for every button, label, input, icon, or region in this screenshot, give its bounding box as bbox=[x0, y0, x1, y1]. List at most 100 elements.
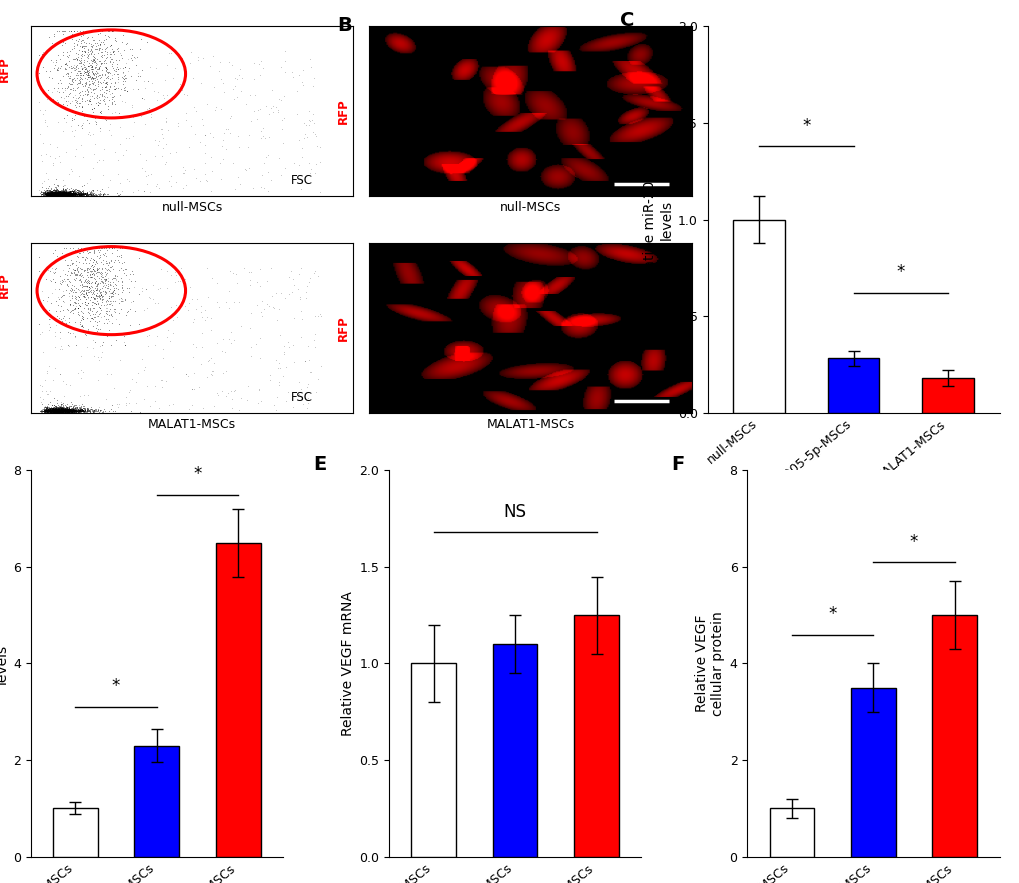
Point bbox=[49, 186, 65, 200]
Point bbox=[50, 404, 66, 419]
Point bbox=[102, 39, 118, 53]
Point bbox=[51, 187, 67, 201]
Point bbox=[55, 403, 71, 417]
Point bbox=[58, 404, 74, 418]
Point bbox=[49, 404, 65, 419]
Point bbox=[52, 403, 68, 417]
Point bbox=[53, 185, 69, 200]
Point bbox=[54, 186, 70, 200]
Point bbox=[50, 402, 66, 416]
Point bbox=[53, 403, 69, 417]
Point bbox=[54, 187, 70, 201]
Point bbox=[58, 404, 74, 418]
Point bbox=[59, 402, 75, 416]
Point bbox=[53, 404, 69, 418]
Point bbox=[54, 404, 70, 418]
Point bbox=[309, 308, 325, 322]
Point bbox=[46, 404, 62, 419]
Point bbox=[200, 290, 216, 304]
Point bbox=[75, 68, 92, 82]
Point bbox=[44, 404, 60, 418]
Point bbox=[60, 187, 76, 201]
Point bbox=[48, 186, 64, 200]
Point bbox=[204, 368, 220, 382]
Point bbox=[50, 186, 66, 200]
Point bbox=[61, 404, 77, 418]
Point bbox=[59, 186, 75, 200]
Point bbox=[53, 188, 69, 202]
Point bbox=[149, 93, 165, 107]
Point bbox=[75, 399, 92, 413]
Point bbox=[47, 404, 63, 418]
Point bbox=[58, 404, 74, 418]
Point bbox=[45, 403, 61, 417]
Point bbox=[46, 188, 62, 202]
Point bbox=[50, 404, 66, 419]
Point bbox=[57, 402, 73, 416]
Point bbox=[42, 404, 58, 419]
Point bbox=[50, 403, 66, 417]
Point bbox=[34, 187, 50, 201]
Point bbox=[205, 80, 221, 94]
Point bbox=[87, 281, 103, 295]
Point bbox=[46, 187, 62, 201]
Point bbox=[43, 187, 59, 201]
Point bbox=[76, 187, 93, 201]
Point bbox=[78, 186, 95, 200]
Point bbox=[49, 402, 65, 416]
Point bbox=[38, 403, 54, 417]
Point bbox=[202, 351, 218, 365]
Point bbox=[50, 187, 66, 201]
Point bbox=[53, 186, 69, 200]
Point bbox=[70, 186, 87, 200]
Point bbox=[76, 404, 93, 419]
Point bbox=[62, 402, 78, 416]
Point bbox=[47, 404, 63, 419]
Point bbox=[56, 404, 72, 419]
Point bbox=[66, 268, 83, 283]
Point bbox=[41, 404, 57, 419]
Point bbox=[125, 185, 142, 200]
Point bbox=[71, 403, 88, 417]
Point bbox=[47, 403, 63, 417]
Point bbox=[56, 185, 72, 200]
Point bbox=[45, 403, 61, 417]
Point bbox=[44, 185, 60, 199]
Point bbox=[54, 186, 70, 200]
Point bbox=[65, 404, 82, 418]
Point bbox=[56, 404, 72, 419]
Point bbox=[77, 65, 94, 79]
Point bbox=[52, 404, 68, 418]
Point bbox=[39, 404, 55, 419]
Point bbox=[54, 404, 70, 418]
Point bbox=[73, 268, 90, 282]
Point bbox=[46, 401, 62, 415]
Point bbox=[123, 373, 140, 387]
Point bbox=[89, 42, 105, 56]
Point bbox=[47, 186, 63, 200]
Point bbox=[40, 402, 56, 416]
Point bbox=[34, 404, 50, 419]
Point bbox=[59, 404, 75, 418]
Point bbox=[45, 184, 61, 198]
Point bbox=[45, 403, 61, 417]
Point bbox=[50, 187, 66, 201]
Point bbox=[43, 187, 59, 201]
Point bbox=[66, 401, 83, 415]
Point bbox=[39, 404, 55, 418]
Point bbox=[76, 404, 93, 418]
Point bbox=[49, 187, 65, 201]
Point bbox=[76, 44, 93, 58]
Point bbox=[117, 79, 133, 94]
Point bbox=[46, 404, 62, 419]
Point bbox=[52, 404, 68, 419]
Point bbox=[54, 187, 70, 201]
Point bbox=[46, 184, 62, 198]
Point bbox=[49, 396, 65, 411]
Point bbox=[118, 390, 135, 404]
Point bbox=[41, 404, 57, 419]
Point bbox=[99, 62, 115, 76]
Point bbox=[52, 402, 68, 416]
Point bbox=[47, 399, 63, 413]
Point bbox=[43, 187, 59, 201]
